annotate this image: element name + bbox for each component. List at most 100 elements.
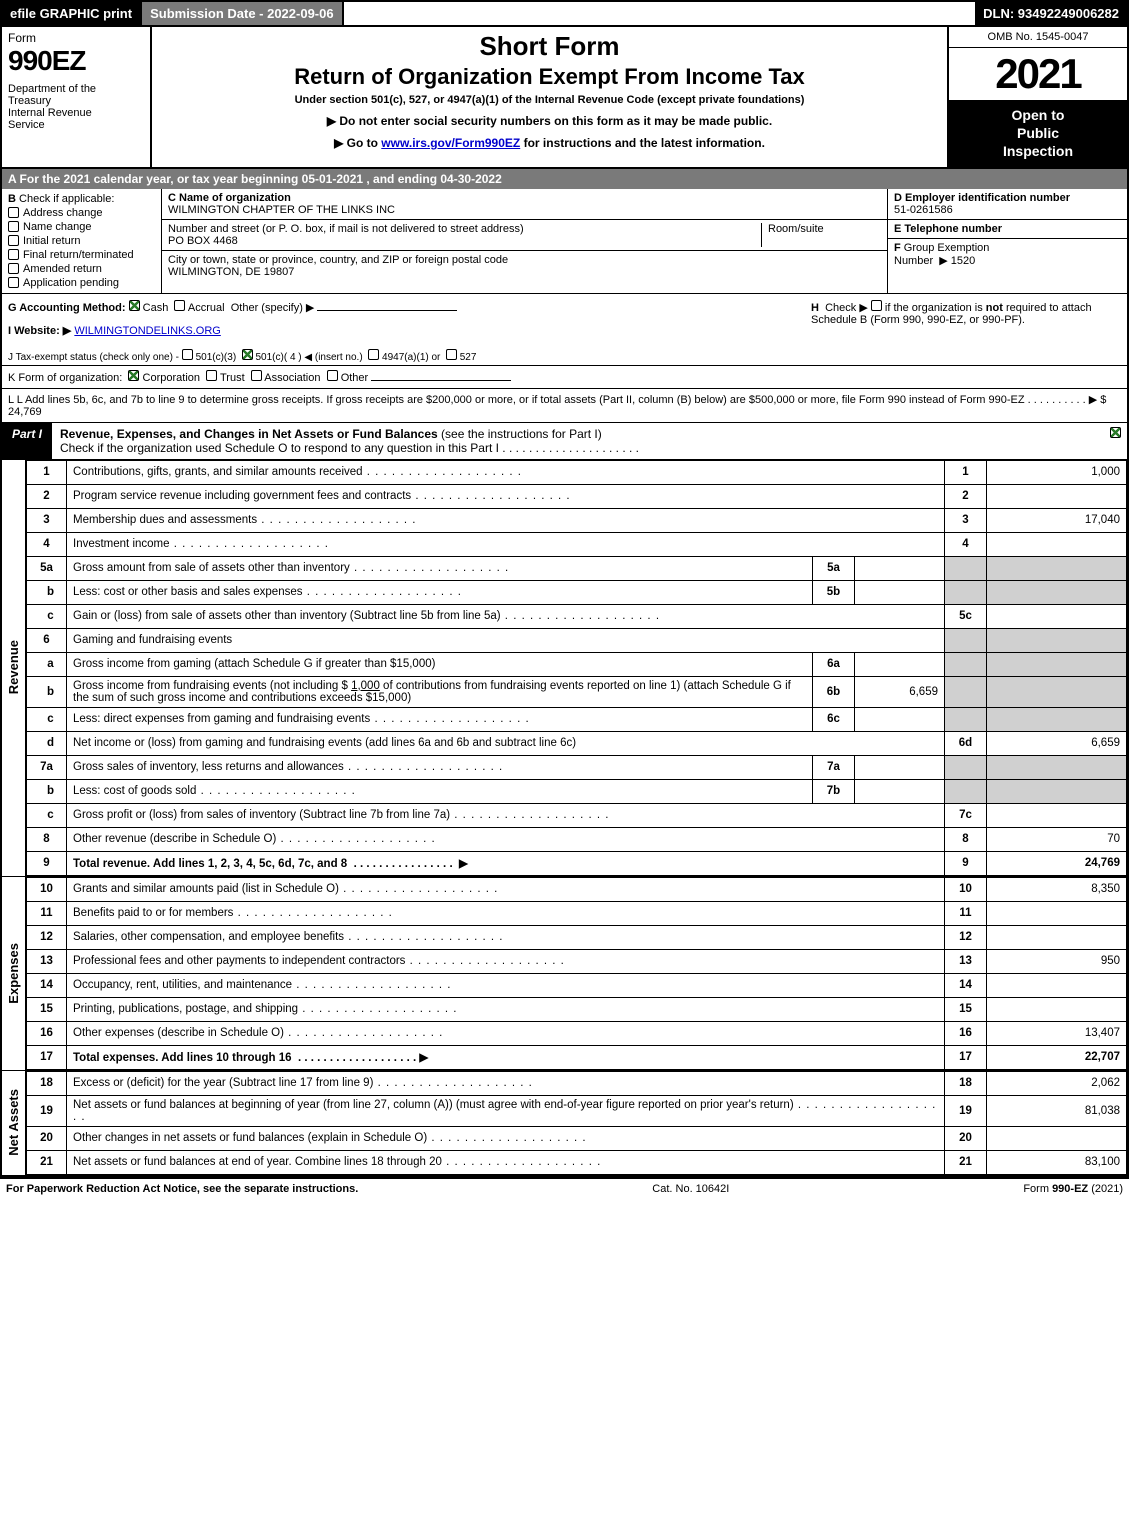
line-16: 16Other expenses (describe in Schedule O… [27, 1021, 1127, 1045]
line-17: 17Total expenses. Add lines 10 through 1… [27, 1045, 1127, 1069]
revenue-table: 1Contributions, gifts, grants, and simil… [26, 460, 1127, 876]
part1-header: Part I Revenue, Expenses, and Changes in… [0, 422, 1129, 460]
expenses-section: Expenses 10Grants and similar amounts pa… [0, 876, 1129, 1070]
checkbox-527[interactable] [446, 349, 457, 360]
k-line: K Form of organization: Corporation Trus… [0, 365, 1129, 388]
checkbox-h[interactable] [871, 300, 882, 311]
footer: For Paperwork Reduction Act Notice, see … [0, 1177, 1129, 1199]
checkbox-corp[interactable] [128, 370, 139, 381]
f-label: F [894, 242, 901, 254]
opt-address-change: Address change [23, 207, 103, 219]
line-2: 2Program service revenue including gover… [27, 484, 1127, 508]
footer-left: For Paperwork Reduction Act Notice, see … [6, 1183, 358, 1195]
submission-date: Submission Date - 2022-09-06 [140, 2, 344, 25]
line-6a: aGross income from gaming (attach Schedu… [27, 652, 1127, 676]
line-5c: cGain or (loss) from sale of assets othe… [27, 604, 1127, 628]
line-6b: bGross income from fundraising events (n… [27, 676, 1127, 707]
org-address: PO BOX 4468 [168, 235, 238, 247]
b-check-if: Check if applicable: [19, 193, 114, 205]
i-label: I Website: ▶ [8, 325, 71, 337]
checkbox-initial-return[interactable] [8, 235, 19, 246]
irs-link[interactable]: www.irs.gov/Form990EZ [381, 136, 520, 150]
top-bar: efile GRAPHIC print Submission Date - 20… [0, 0, 1129, 27]
tax-year: 2021 [949, 48, 1127, 100]
line-19: 19Net assets or fund balances at beginni… [27, 1095, 1127, 1126]
footer-right: Form 990-EZ (2021) [1023, 1183, 1123, 1195]
part1-sub: (see the instructions for Part I) [441, 427, 602, 441]
line-6: 6Gaming and fundraising events [27, 628, 1127, 652]
line-8: 8Other revenue (describe in Schedule O)8… [27, 827, 1127, 851]
form-number: 990EZ [8, 45, 144, 77]
header-right: OMB No. 1545-0047 2021 Open toPublicInsp… [947, 27, 1127, 167]
line-13: 13Professional fees and other payments t… [27, 949, 1127, 973]
form-title: Return of Organization Exempt From Incom… [158, 64, 941, 90]
checkbox-final-return[interactable] [8, 249, 19, 260]
website-link[interactable]: WILMINGTONDELINKS.ORG [74, 325, 220, 337]
line-14: 14Occupancy, rent, utilities, and mainte… [27, 973, 1127, 997]
line-7a: 7aGross sales of inventory, less returns… [27, 755, 1127, 779]
expenses-table: 10Grants and similar amounts paid (list … [26, 877, 1127, 1070]
opt-name-change: Name change [23, 221, 92, 233]
ein-value: 51-0261586 [894, 204, 953, 216]
checkbox-application-pending[interactable] [8, 277, 19, 288]
line-15: 15Printing, publications, postage, and s… [27, 997, 1127, 1021]
k-other: Other [341, 372, 369, 384]
group-exemption-value: ▶ 1520 [939, 255, 975, 267]
checkbox-address-change[interactable] [8, 207, 19, 218]
k-trust: Trust [220, 372, 245, 384]
line-9: 9Total revenue. Add lines 1, 2, 3, 4, 5c… [27, 851, 1127, 875]
checkbox-501c3[interactable] [182, 349, 193, 360]
line-1: 1Contributions, gifts, grants, and simil… [27, 460, 1127, 484]
j-opt4: 527 [460, 352, 477, 363]
net-assets-table: 18Excess or (deficit) for the year (Subt… [26, 1071, 1127, 1175]
department: Department of theTreasuryInternal Revenu… [8, 83, 144, 131]
part1-title: Revenue, Expenses, and Changes in Net As… [60, 427, 438, 441]
g-cash: Cash [143, 302, 169, 314]
opt-application-pending: Application pending [23, 277, 119, 289]
line-12: 12Salaries, other compensation, and empl… [27, 925, 1127, 949]
info-block: B Check if applicable: Address change Na… [0, 189, 1129, 294]
j-opt1: 501(c)(3) [196, 352, 237, 363]
line-5b: bLess: cost or other basis and sales exp… [27, 580, 1127, 604]
part1-desc: Revenue, Expenses, and Changes in Net As… [52, 423, 1103, 459]
spacer [344, 2, 976, 25]
opt-initial-return: Initial return [23, 235, 80, 247]
k-other-input[interactable] [371, 380, 511, 381]
checkbox-assoc[interactable] [251, 370, 262, 381]
open-to-public: Open toPublicInspection [949, 100, 1127, 167]
g-other-input[interactable] [317, 310, 457, 311]
part1-tab: Part I [2, 423, 52, 459]
checkbox-cash[interactable] [129, 300, 140, 311]
j-opt2: 501(c)( 4 ) ◀ (insert no.) [256, 352, 363, 363]
e-label: E Telephone number [894, 223, 1002, 235]
opt-final-return: Final return/terminated [23, 249, 134, 261]
line-3: 3Membership dues and assessments317,040 [27, 508, 1127, 532]
checkbox-trust[interactable] [206, 370, 217, 381]
checkbox-other-org[interactable] [327, 370, 338, 381]
net-assets-section: Net Assets 18Excess or (deficit) for the… [0, 1070, 1129, 1177]
l-line: L L Add lines 5b, 6c, and 7b to line 9 t… [0, 388, 1129, 422]
org-name: WILMINGTON CHAPTER OF THE LINKS INC [168, 204, 395, 216]
line-10: 10Grants and similar amounts paid (list … [27, 877, 1127, 901]
checkbox-accrual[interactable] [174, 300, 185, 311]
checkbox-name-change[interactable] [8, 221, 19, 232]
checkbox-amended-return[interactable] [8, 263, 19, 274]
c-name-label: C Name of organization [168, 192, 291, 204]
line-20: 20Other changes in net assets or fund ba… [27, 1126, 1127, 1150]
omb-number: OMB No. 1545-0047 [949, 27, 1127, 48]
checkbox-schedule-o[interactable] [1110, 427, 1121, 438]
k-assoc: Association [264, 372, 320, 384]
c-city-label: City or town, state or province, country… [168, 254, 508, 266]
header-center: Short Form Return of Organization Exempt… [152, 27, 947, 167]
warning-1: ▶ Do not enter social security numbers o… [158, 114, 941, 128]
dln-label: DLN: 93492249006282 [975, 2, 1127, 25]
line-18: 18Excess or (deficit) for the year (Subt… [27, 1071, 1127, 1095]
line-21: 21Net assets or fund balances at end of … [27, 1150, 1127, 1174]
d-label: D Employer identification number [894, 192, 1070, 204]
line-6c: cLess: direct expenses from gaming and f… [27, 707, 1127, 731]
checkbox-501c[interactable] [242, 349, 253, 360]
g-other: Other (specify) ▶ [231, 302, 315, 314]
efile-label[interactable]: efile GRAPHIC print [2, 2, 140, 25]
checkbox-4947[interactable] [368, 349, 379, 360]
b-label: B [8, 193, 16, 205]
